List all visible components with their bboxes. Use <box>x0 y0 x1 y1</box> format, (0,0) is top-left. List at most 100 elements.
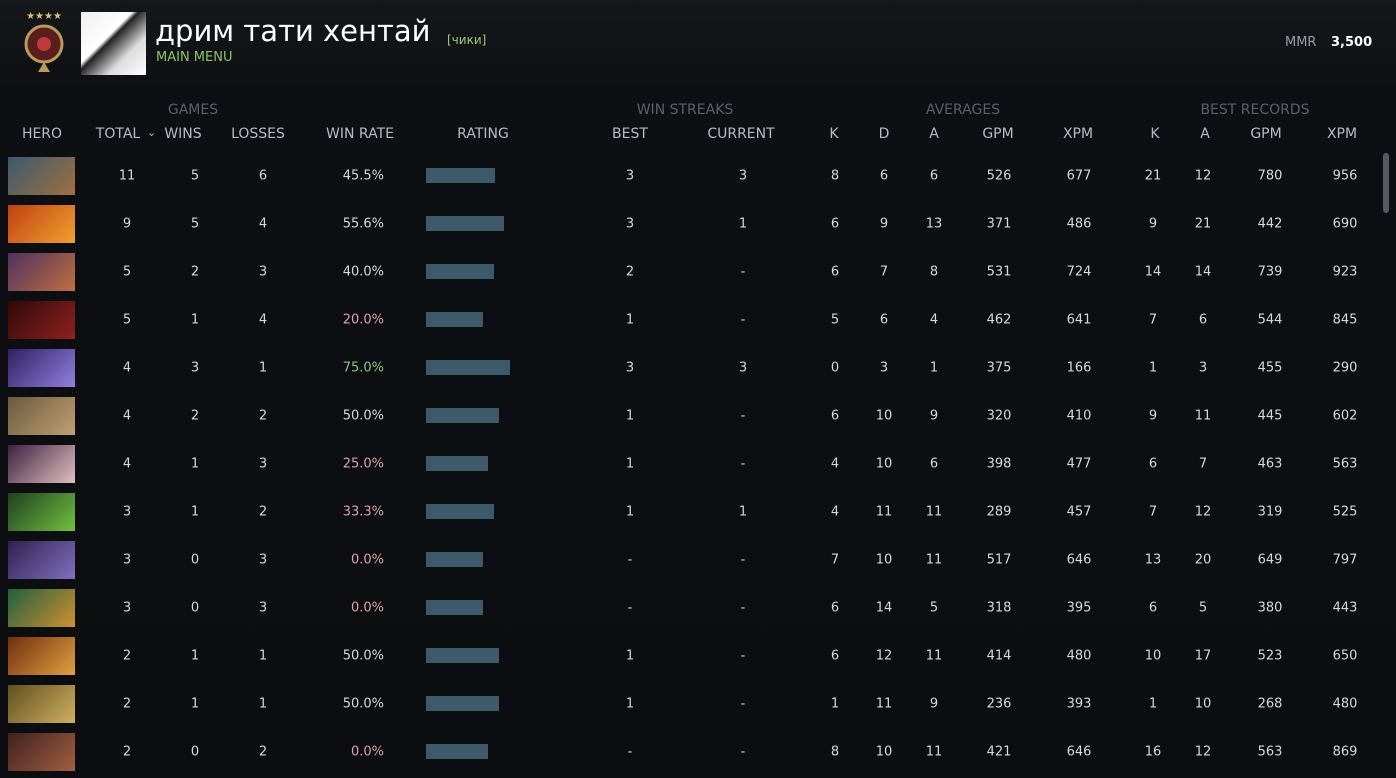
table-cell: 7 <box>879 264 889 280</box>
table-cell: 236 <box>986 696 1012 712</box>
hero-icon[interactable] <box>8 541 75 579</box>
column-header: GPM <box>1250 126 1282 142</box>
column-header: GPM <box>982 126 1014 142</box>
rating-bar <box>426 552 483 567</box>
hero-icon[interactable] <box>8 589 75 627</box>
table-cell: 11 <box>925 648 943 664</box>
table-cell: 2 <box>258 408 268 424</box>
column-header: A <box>1200 126 1210 142</box>
sort-indicator: ⌄ <box>147 126 157 139</box>
hero-icon[interactable] <box>8 397 75 435</box>
main-menu-link[interactable]: MAIN MENU <box>156 50 233 65</box>
win-rate: 45.5% <box>342 168 384 184</box>
hero-icon[interactable] <box>8 637 75 675</box>
table-cell: 797 <box>1332 552 1358 568</box>
rating-bar <box>426 504 494 519</box>
rating-bar <box>426 456 488 471</box>
table-cell: 4 <box>830 504 840 520</box>
svg-text:★★★★: ★★★★ <box>26 11 62 22</box>
column-header: HERO <box>21 126 63 142</box>
rating-bar <box>426 696 499 711</box>
table-cell: 12 <box>875 648 893 664</box>
hero-icon[interactable] <box>8 493 75 531</box>
hero-icon[interactable] <box>8 445 75 483</box>
table-cell: 4 <box>830 456 840 472</box>
column-header: XPM <box>1062 126 1094 142</box>
table-cell: 463 <box>1257 456 1283 472</box>
table-cell: 724 <box>1066 264 1092 280</box>
table-cell: 421 <box>986 744 1012 760</box>
table-cell: 442 <box>1257 216 1283 232</box>
table-cell: 6 <box>830 216 840 232</box>
avatar[interactable] <box>81 12 146 75</box>
table-cell: 2 <box>190 264 200 280</box>
table-cell: 1 <box>625 648 635 664</box>
table-cell: 6 <box>929 456 939 472</box>
table-cell: 12 <box>1194 744 1212 760</box>
table-cell: 3 <box>738 168 748 184</box>
table-cell: 523 <box>1257 648 1283 664</box>
table-cell: 1 <box>738 504 748 520</box>
hero-icon[interactable] <box>8 349 75 387</box>
table-cell: 739 <box>1257 264 1283 280</box>
table-cell: 445 <box>1257 408 1283 424</box>
table-cell: 10 <box>875 552 893 568</box>
win-rate: 0.0% <box>350 552 384 568</box>
table-cell: 6 <box>830 648 840 664</box>
table-cell: 5 <box>1198 600 1208 616</box>
column-header: XPM <box>1326 126 1358 142</box>
table-cell: 477 <box>1066 456 1092 472</box>
table-cell: 1 <box>258 696 268 712</box>
table-cell: - <box>627 600 633 616</box>
table-cell: 11 <box>1194 408 1212 424</box>
table-cell: 2 <box>122 648 132 664</box>
table-cell: 602 <box>1332 408 1358 424</box>
table-cell: 2 <box>625 264 635 280</box>
table-cell: 398 <box>986 456 1012 472</box>
table-cell: 641 <box>1066 312 1092 328</box>
table-cell: 11 <box>925 504 943 520</box>
hero-icon[interactable] <box>8 157 75 195</box>
win-rate: 50.0% <box>342 696 384 712</box>
table-cell: 531 <box>986 264 1012 280</box>
table-cell: 1 <box>830 696 840 712</box>
table-cell: 923 <box>1332 264 1358 280</box>
table-cell: 1 <box>190 312 200 328</box>
table-cell: 3 <box>258 552 268 568</box>
column-header: BEST <box>612 126 648 142</box>
table-cell: 3 <box>190 360 200 376</box>
hero-icon[interactable] <box>8 205 75 243</box>
table-cell: 2 <box>122 744 132 760</box>
table-cell: 11 <box>875 504 893 520</box>
table-cell: 8 <box>830 744 840 760</box>
scrollbar[interactable] <box>1383 153 1389 213</box>
table-cell: 677 <box>1066 168 1092 184</box>
table-cell: 525 <box>1332 504 1358 520</box>
table-cell: 3 <box>122 504 132 520</box>
table-cell: 14 <box>1194 264 1212 280</box>
rating-bar <box>426 264 494 279</box>
column-header: WINS <box>164 126 202 142</box>
table-cell: 0 <box>190 744 200 760</box>
table-cell: 6 <box>830 600 840 616</box>
table-cell: 4 <box>122 408 132 424</box>
table-cell: 544 <box>1257 312 1283 328</box>
table-cell: 13 <box>1144 552 1162 568</box>
table-cell: 14 <box>875 600 893 616</box>
table-cell: 3 <box>738 360 748 376</box>
table-cell: 395 <box>1066 600 1092 616</box>
table-cell: 6 <box>1148 600 1158 616</box>
hero-icon[interactable] <box>8 685 75 723</box>
mmr-label: MMR <box>1285 35 1317 50</box>
rating-bar <box>426 360 510 375</box>
hero-icon[interactable] <box>8 733 75 771</box>
table-cell: 3 <box>625 216 635 232</box>
hero-icon[interactable] <box>8 301 75 339</box>
table-cell: 14 <box>1144 264 1162 280</box>
win-rate: 0.0% <box>350 744 384 760</box>
table-cell: 9 <box>122 216 132 232</box>
table-cell: 845 <box>1332 312 1358 328</box>
table-cell: 13 <box>925 216 943 232</box>
hero-icon[interactable] <box>8 253 75 291</box>
